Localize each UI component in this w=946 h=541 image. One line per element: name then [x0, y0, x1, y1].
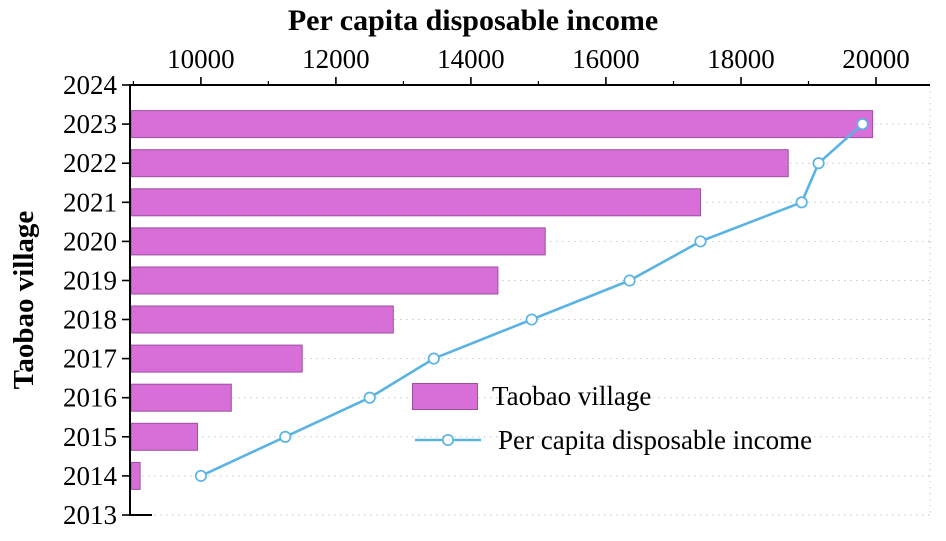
- income-marker-2019: [623, 274, 636, 287]
- x-tick-label-16000: 16000: [572, 44, 640, 74]
- income-marker-2014: [194, 469, 207, 482]
- legend-item-income: Per capita disposable income: [412, 420, 812, 460]
- income-line: [200, 123, 864, 478]
- income-marker-2015: [279, 430, 292, 443]
- bar-2022: [130, 149, 789, 178]
- x-tick-label-14000: 14000: [437, 44, 505, 74]
- legend-label-income: Per capita disposable income: [498, 424, 813, 455]
- y-tick-label-2018: 2018: [63, 305, 117, 335]
- bar-2016: [130, 383, 232, 412]
- y-tick-label-2021: 2021: [63, 187, 117, 217]
- income-marker-2020: [694, 235, 707, 248]
- y-tick-label-2015: 2015: [63, 422, 117, 452]
- y-tick-label-2014: 2014: [63, 461, 118, 491]
- legend-item-taobao-village: Taobao village: [412, 376, 812, 416]
- income-marker-2017: [427, 352, 440, 365]
- legend-bar-swatch: [412, 382, 478, 410]
- bar-2015: [130, 422, 198, 451]
- income-marker-2018: [525, 313, 538, 326]
- x-tick-label-10000: 10000: [167, 44, 235, 74]
- bar-2019: [130, 266, 499, 295]
- y-tick-label-2020: 2020: [63, 226, 117, 256]
- y-tick-label-2019: 2019: [63, 266, 117, 296]
- bar-2021: [130, 188, 701, 217]
- bar-2018: [130, 305, 394, 334]
- bar-2014: [130, 461, 141, 490]
- legend-label-taobao-village: Taobao village: [492, 380, 652, 411]
- y-tick-label-2024: 2024: [63, 70, 118, 100]
- y-tick-label-2016: 2016: [63, 383, 117, 413]
- x-tick-label-20000: 20000: [842, 44, 910, 74]
- y-tick-label-2023: 2023: [63, 109, 117, 139]
- chart-title: Per capita disposable income: [287, 4, 659, 37]
- income-marker-2021: [795, 196, 808, 209]
- legend-line-swatch: [415, 433, 481, 447]
- x-tick-label-18000: 18000: [707, 44, 775, 74]
- y-tick-label-2022: 2022: [63, 148, 117, 178]
- y-tick-label-2017: 2017: [63, 344, 117, 374]
- bar-2023: [130, 110, 874, 139]
- x-tick-label-12000: 12000: [302, 44, 370, 74]
- legend: Taobao village Per capita disposable inc…: [412, 376, 812, 460]
- bar-2017: [130, 344, 303, 373]
- income-marker-2016: [363, 391, 376, 404]
- bar-2020: [130, 227, 546, 256]
- income-marker-2023: [856, 118, 869, 131]
- legend-marker-sample: [441, 433, 455, 447]
- income-marker-2022: [812, 157, 825, 170]
- y-tick-label-2013: 2013: [63, 500, 117, 530]
